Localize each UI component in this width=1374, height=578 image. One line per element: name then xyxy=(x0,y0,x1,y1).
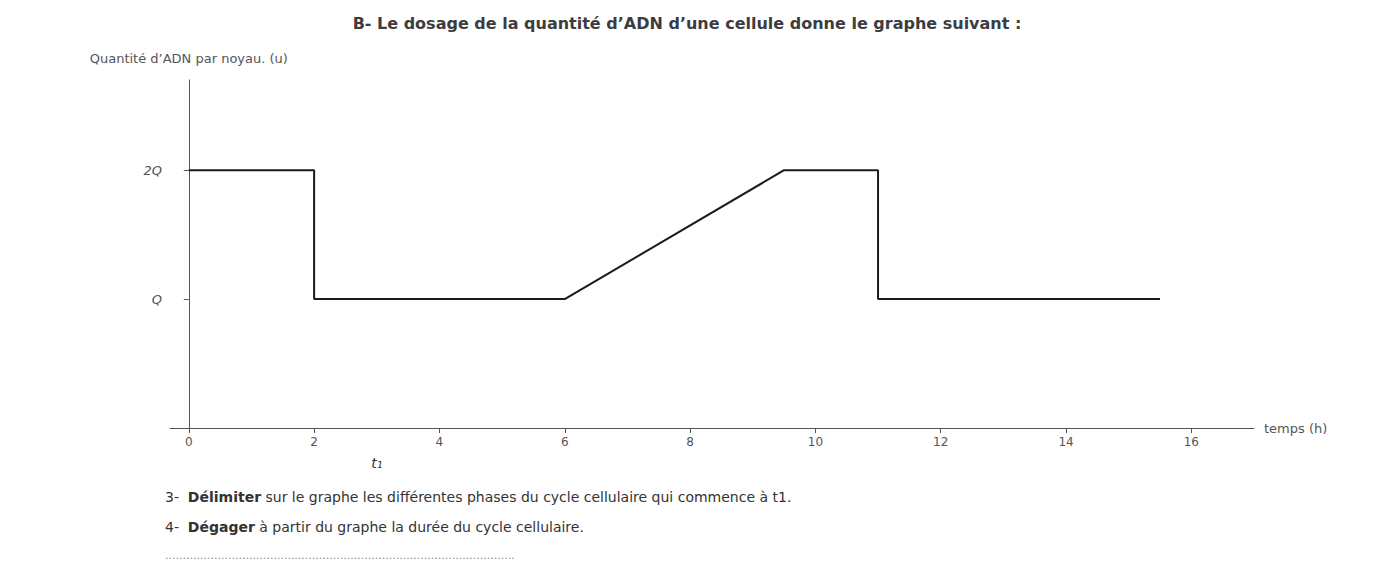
svg-text:Q: Q xyxy=(152,292,162,307)
svg-text:3-: 3- xyxy=(165,489,188,505)
svg-text:2: 2 xyxy=(310,435,318,449)
svg-text:0: 0 xyxy=(185,435,193,449)
svg-text:2Q: 2Q xyxy=(143,163,162,178)
svg-text:..............................: ........................................… xyxy=(165,549,515,562)
svg-text:Dégager: Dégager xyxy=(188,519,255,535)
svg-text:sur le graphe les différentes: sur le graphe les différentes phases du … xyxy=(261,489,791,505)
svg-text:10: 10 xyxy=(808,435,823,449)
svg-text:à partir du graphe la durée du: à partir du graphe la durée du cycle cel… xyxy=(255,519,584,535)
svg-text:temps (h): temps (h) xyxy=(1264,421,1327,436)
svg-text:4-: 4- xyxy=(165,519,188,535)
svg-text:14: 14 xyxy=(1058,435,1073,449)
svg-text:Quantité d’ADN par noyau. (u): Quantité d’ADN par noyau. (u) xyxy=(90,51,288,66)
svg-text:t₁: t₁ xyxy=(371,455,382,471)
svg-text:B- Le dosage de la quantité d’: B- Le dosage de la quantité d’ADN d’une … xyxy=(353,14,1022,33)
svg-text:4: 4 xyxy=(436,435,444,449)
svg-text:16: 16 xyxy=(1184,435,1199,449)
svg-text:Délimiter: Délimiter xyxy=(188,489,261,505)
svg-text:8: 8 xyxy=(686,435,694,449)
svg-text:12: 12 xyxy=(933,435,948,449)
svg-text:6: 6 xyxy=(561,435,569,449)
